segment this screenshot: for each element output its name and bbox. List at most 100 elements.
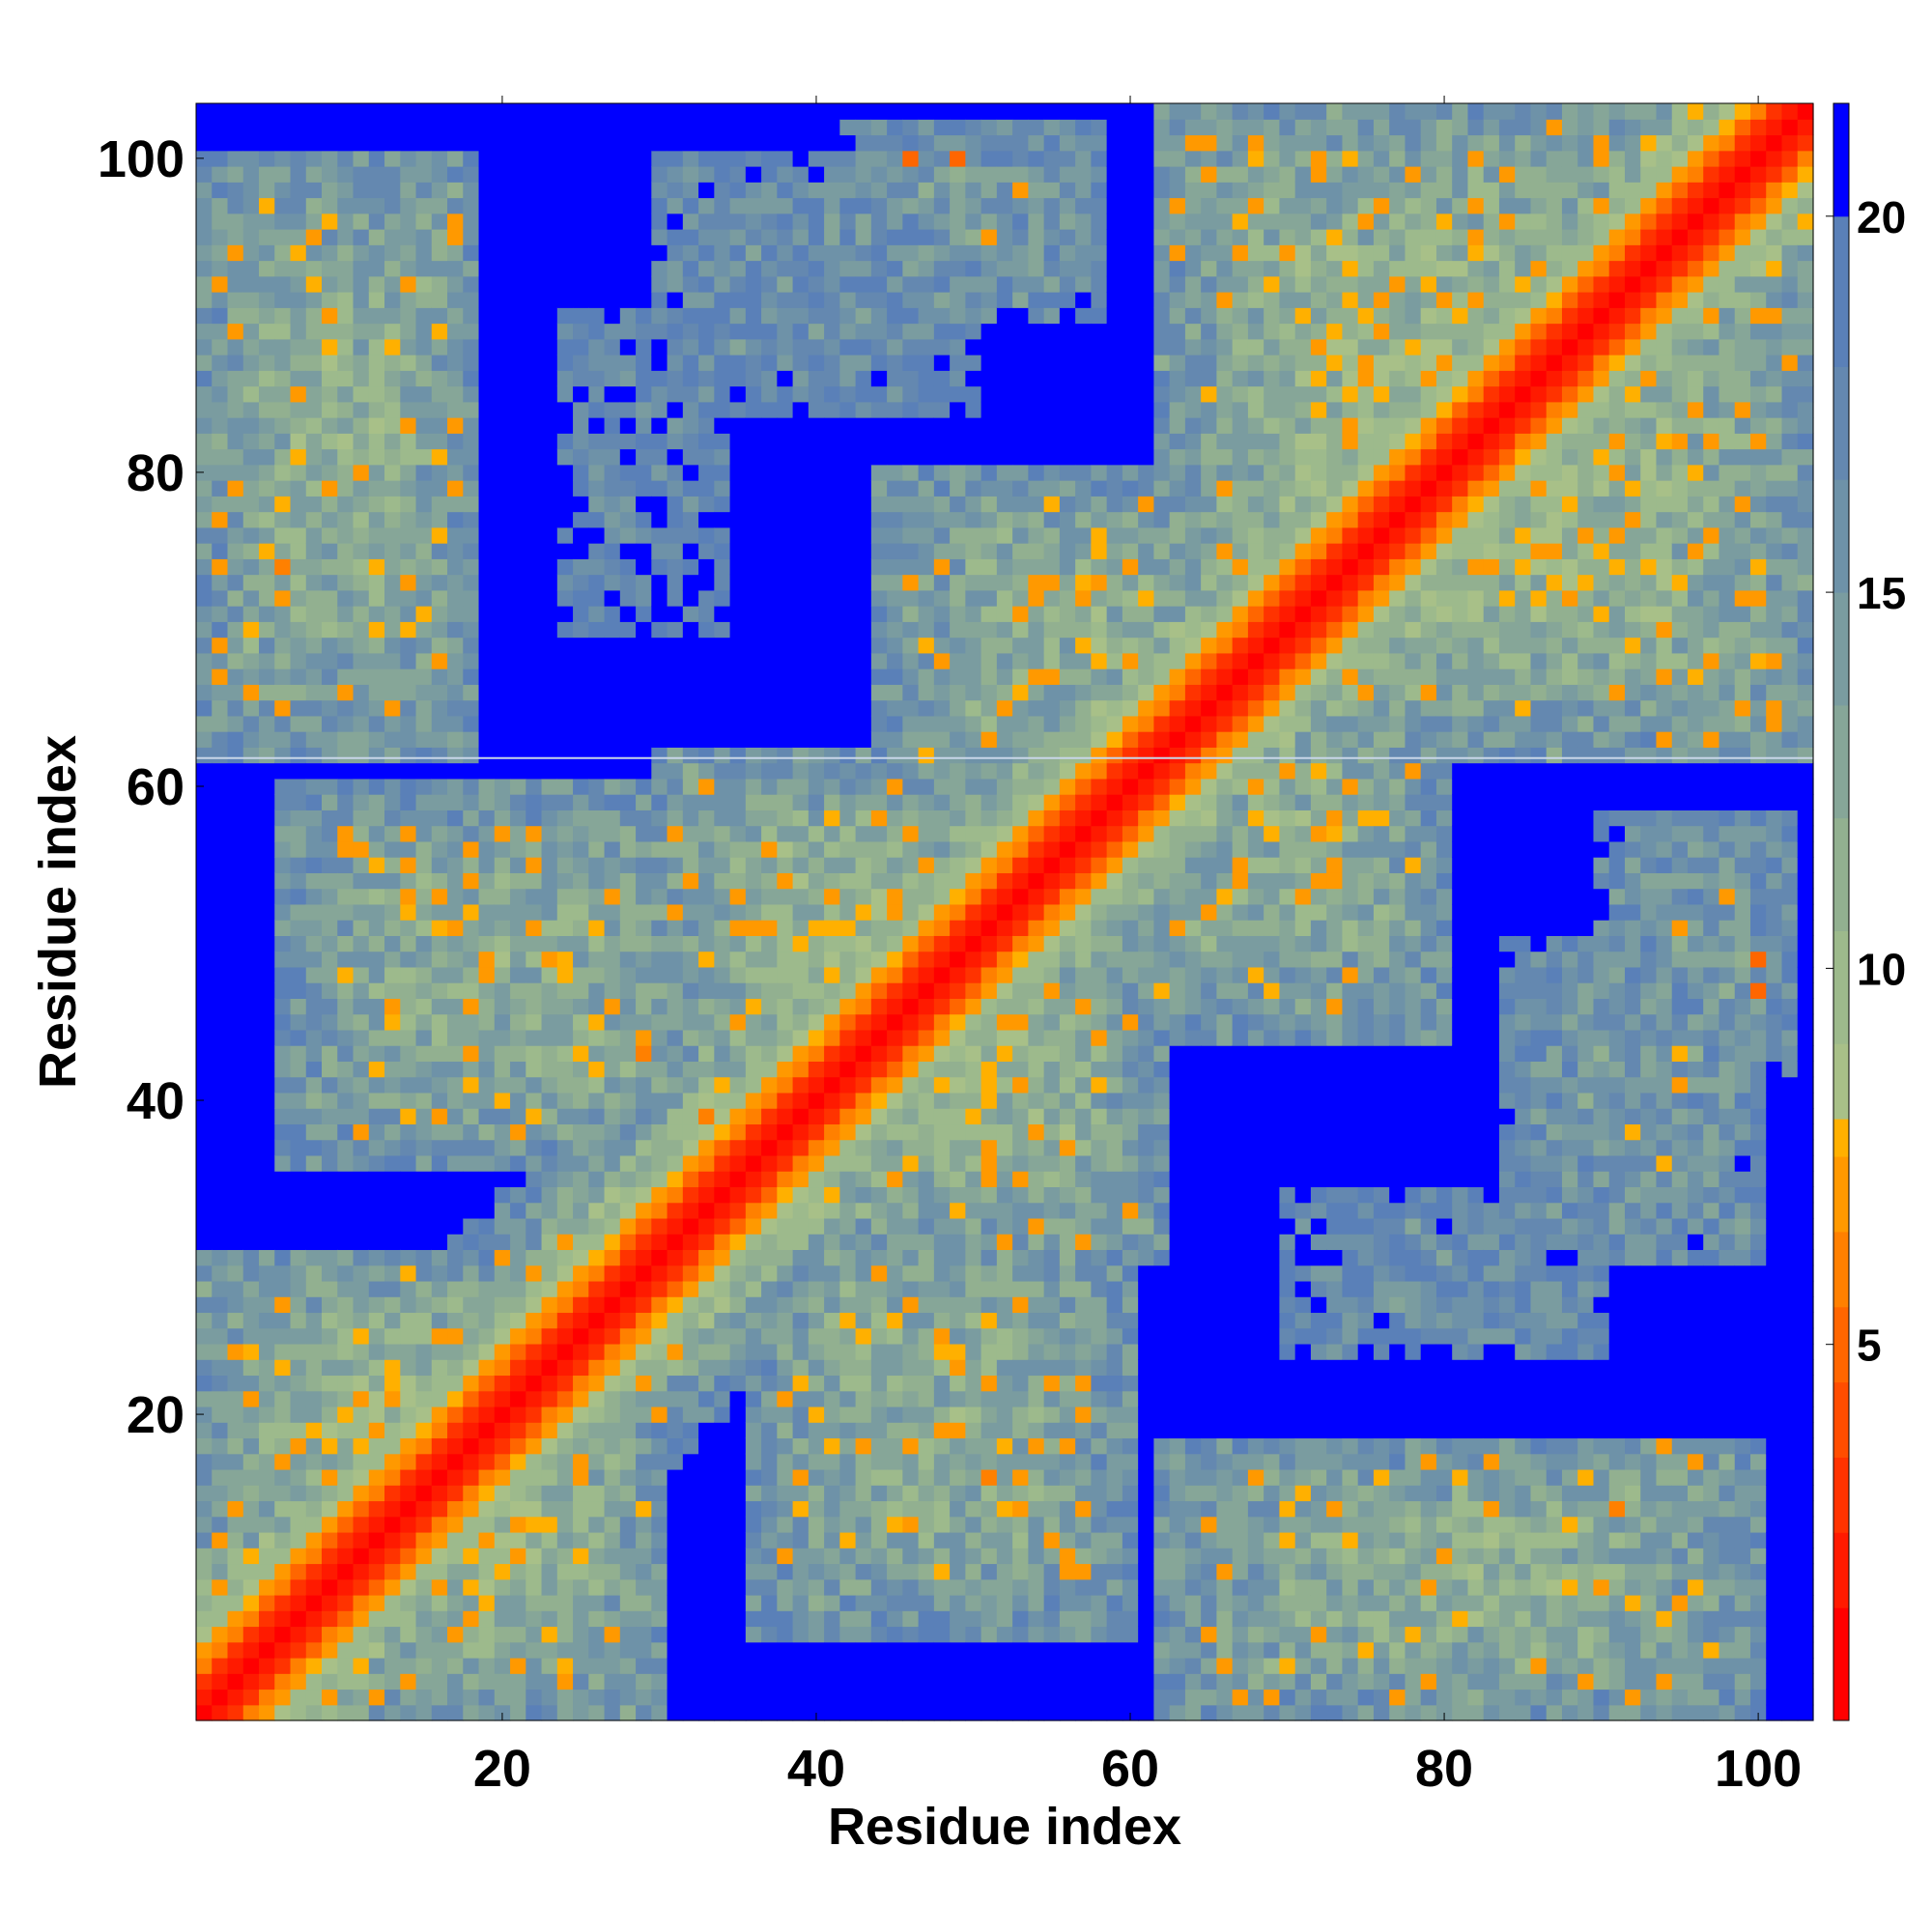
heatmap-cell bbox=[729, 166, 747, 183]
heatmap-cell bbox=[698, 1531, 715, 1548]
heatmap-cell bbox=[777, 715, 794, 732]
heatmap-cell bbox=[745, 982, 762, 999]
heatmap-cell bbox=[242, 982, 260, 999]
heatmap-cell bbox=[478, 260, 496, 277]
heatmap-cell bbox=[242, 810, 260, 827]
heatmap-cell bbox=[212, 998, 229, 1015]
heatmap-cell bbox=[792, 417, 810, 434]
heatmap-cell bbox=[714, 1610, 731, 1628]
heatmap-cell bbox=[682, 323, 699, 340]
heatmap-cell bbox=[478, 1485, 496, 1502]
heatmap-cell bbox=[431, 1375, 448, 1392]
heatmap-cell bbox=[290, 150, 307, 167]
heatmap-cell bbox=[839, 998, 857, 1015]
heatmap-cell bbox=[431, 433, 448, 450]
heatmap-cell bbox=[918, 1359, 935, 1377]
heatmap-cell bbox=[761, 606, 778, 622]
heatmap-cell bbox=[212, 370, 229, 387]
heatmap-cell bbox=[556, 1422, 574, 1439]
heatmap-cell bbox=[792, 1264, 810, 1282]
heatmap-cell bbox=[259, 1390, 275, 1407]
heatmap-cell bbox=[604, 1453, 621, 1470]
heatmap-cell bbox=[242, 762, 260, 780]
heatmap-cell bbox=[698, 1563, 715, 1580]
heatmap-cell bbox=[808, 1171, 825, 1188]
heatmap-cell bbox=[651, 699, 668, 717]
heatmap-cell bbox=[478, 920, 496, 936]
heatmap-cell bbox=[431, 1673, 448, 1690]
heatmap-cell bbox=[792, 872, 810, 890]
heatmap-cell bbox=[619, 1594, 637, 1611]
heatmap-cell bbox=[667, 1359, 684, 1377]
heatmap-cell bbox=[415, 762, 433, 780]
heatmap-cell bbox=[368, 464, 385, 481]
heatmap-cell bbox=[510, 621, 526, 639]
heatmap-cell bbox=[839, 589, 857, 607]
heatmap-cell bbox=[761, 684, 778, 701]
heatmap-cell bbox=[887, 1437, 903, 1455]
heatmap-cell bbox=[745, 1626, 762, 1643]
heatmap-cell bbox=[902, 1673, 920, 1690]
heatmap-cell bbox=[368, 1359, 385, 1377]
heatmap-cell bbox=[698, 1359, 715, 1377]
heatmap-cell bbox=[604, 1217, 621, 1235]
heatmap-cell bbox=[196, 1375, 213, 1392]
heatmap-cell bbox=[212, 1657, 229, 1674]
heatmap-cell bbox=[274, 119, 292, 136]
heatmap-cell bbox=[729, 1217, 747, 1235]
heatmap-cell bbox=[902, 731, 920, 748]
heatmap-cell bbox=[556, 1641, 574, 1659]
heatmap-cell bbox=[384, 668, 401, 685]
heatmap-cell bbox=[824, 935, 840, 952]
heatmap-cell bbox=[682, 1202, 699, 1219]
heatmap-cell bbox=[494, 731, 511, 748]
heatmap-cell bbox=[494, 652, 511, 669]
heatmap-cell bbox=[337, 1249, 355, 1266]
heatmap-cell bbox=[541, 1029, 558, 1046]
heatmap-cell bbox=[274, 1061, 292, 1078]
heatmap-cell bbox=[196, 903, 213, 921]
heatmap-cell bbox=[290, 260, 307, 277]
heatmap-cell bbox=[510, 119, 526, 136]
heatmap-cell bbox=[729, 1123, 747, 1141]
heatmap-cell bbox=[556, 1485, 574, 1502]
heatmap-cell bbox=[824, 1202, 840, 1219]
heatmap-cell bbox=[902, 1422, 920, 1439]
heatmap-cell bbox=[573, 197, 589, 214]
heatmap-cell bbox=[698, 1234, 715, 1251]
heatmap-cell bbox=[415, 134, 433, 152]
heatmap-cell bbox=[792, 606, 810, 622]
heatmap-cell bbox=[353, 903, 370, 921]
heatmap-cell bbox=[824, 496, 840, 513]
heatmap-cell bbox=[855, 182, 872, 199]
heatmap-cell bbox=[698, 134, 715, 152]
heatmap-cell bbox=[808, 1076, 825, 1094]
heatmap-cell bbox=[902, 1076, 920, 1094]
heatmap-cell bbox=[682, 1264, 699, 1282]
heatmap-cell bbox=[510, 543, 526, 559]
heatmap-cell bbox=[918, 1343, 935, 1360]
heatmap-cell bbox=[604, 1485, 621, 1502]
heatmap-cell bbox=[196, 1092, 213, 1109]
heatmap-cell bbox=[227, 794, 244, 810]
heatmap-cell bbox=[824, 103, 840, 120]
heatmap-cell bbox=[384, 966, 401, 983]
heatmap-cell bbox=[761, 1673, 778, 1690]
heatmap-cell bbox=[636, 543, 652, 559]
heatmap-cell bbox=[824, 668, 840, 685]
heatmap-cell bbox=[431, 1029, 448, 1046]
heatmap-cell bbox=[839, 103, 857, 120]
heatmap-cell bbox=[714, 119, 731, 136]
heatmap-cell bbox=[792, 511, 810, 528]
heatmap-cell bbox=[619, 385, 637, 403]
heatmap-cell bbox=[682, 448, 699, 466]
heatmap-cell bbox=[242, 275, 260, 293]
heatmap-cell bbox=[808, 244, 825, 262]
heatmap-cell bbox=[337, 1673, 355, 1690]
heatmap-cell bbox=[855, 1327, 872, 1345]
heatmap-cell bbox=[259, 1453, 275, 1470]
heatmap-cell bbox=[463, 825, 480, 842]
heatmap-cell bbox=[887, 1249, 903, 1266]
heatmap-cell bbox=[212, 1045, 229, 1062]
heatmap-cell bbox=[274, 182, 292, 199]
